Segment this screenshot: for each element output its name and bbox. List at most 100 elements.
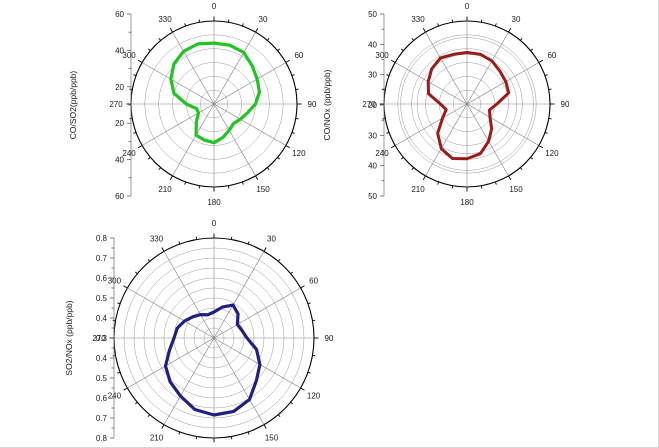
y-tick-label: 0.3: [96, 334, 108, 343]
y-tick-label: 20: [115, 83, 124, 92]
angle-tick-label: 30: [259, 15, 268, 24]
polar-plot-co-nox: 0 30 60 90 120 150 180 210 240 270 300 330 50 40 30 20 3…: [322, 2, 570, 207]
outer-tick: [255, 27, 259, 33]
grid-spoke: [213, 287, 301, 339]
y-tick-label: 0.8: [96, 234, 108, 243]
outer-tick: [290, 401, 294, 405]
outer-tick: [411, 167, 414, 171]
angle-tick-label: 150: [265, 434, 279, 443]
outer-tick: [291, 74, 295, 77]
angle-tick-label: 60: [547, 51, 556, 60]
outer-tick: [161, 424, 165, 429]
outer-tick: [133, 131, 137, 134]
grid-spoke: [213, 31, 256, 105]
outer-tick: [137, 145, 143, 149]
series-line-so2-nox: [163, 303, 262, 417]
y-axis-title: CO/NOx (ppb/ppb): [322, 69, 332, 140]
outer-tick: [544, 131, 548, 134]
y-tick-label: 0.4: [96, 354, 108, 363]
angle-tick-label: 180: [460, 198, 474, 207]
outer-tick: [134, 401, 138, 405]
angle-tick-label: 0: [212, 2, 217, 11]
y-tick-label: 0.4: [96, 314, 108, 323]
angle-tick-label: 330: [158, 15, 172, 24]
outer-tick: [508, 175, 512, 181]
outer-tick: [147, 414, 151, 418]
outer-tick: [538, 59, 544, 63]
angle-tick-label: 180: [207, 198, 221, 207]
series-line-co-so2: [169, 41, 262, 145]
angle-tick-label: 270: [109, 100, 123, 109]
angle-tick-label: 300: [122, 51, 136, 60]
outer-tick: [169, 175, 173, 181]
angle-tick-label: 120: [292, 149, 306, 158]
y-tick-label: 40: [115, 156, 124, 165]
outer-tick: [285, 145, 291, 149]
outer-tick: [386, 74, 390, 77]
angle-tick-label: 30: [267, 234, 276, 243]
outer-tick: [400, 48, 404, 51]
angle-tick-label: 210: [158, 185, 172, 194]
y-axis-title: SO2/NOx (ppb/ppb): [64, 300, 74, 375]
angle-tick-label: 90: [308, 100, 317, 109]
grid-spoke: [141, 103, 215, 146]
outer-tick: [158, 167, 161, 171]
grid-spoke: [172, 31, 215, 105]
angle-tick-label: 210: [411, 185, 425, 194]
y-tick-label: 0.7: [96, 254, 108, 263]
grid-spoke: [466, 62, 540, 105]
outer-tick: [184, 181, 187, 185]
outer-tick: [544, 74, 548, 77]
outer-tick: [530, 48, 534, 51]
grid-spoke: [425, 31, 468, 105]
grid-spoke: [425, 103, 468, 177]
angle-tick-label: 150: [509, 185, 523, 194]
y-tick-label: 0.6: [96, 274, 108, 283]
grid-spoke: [213, 337, 265, 425]
outer-tick: [255, 175, 259, 181]
angle-tick-label: 60: [294, 51, 303, 60]
outer-tick: [300, 285, 305, 289]
outer-tick: [147, 48, 151, 51]
outer-tick: [530, 157, 534, 160]
outer-tick: [134, 271, 138, 275]
outer-tick: [241, 181, 244, 185]
angle-tick-label: 0: [465, 2, 470, 11]
angle-tick-label: 240: [108, 392, 122, 401]
outer-tick: [117, 371, 121, 374]
y-tick-label: 50: [368, 192, 377, 201]
outer-tick: [178, 431, 181, 435]
outer-tick: [422, 175, 426, 181]
outer-tick: [494, 23, 497, 27]
outer-tick: [538, 145, 544, 149]
grid-spoke: [394, 62, 468, 105]
outer-tick: [277, 48, 281, 51]
grid-spoke: [213, 337, 301, 389]
angle-tick-label: 300: [375, 51, 389, 60]
outer-tick: [241, 23, 244, 27]
outer-tick: [184, 23, 187, 27]
outer-tick: [123, 387, 128, 391]
y-tick-label: 40: [368, 162, 377, 171]
outer-tick: [133, 74, 137, 77]
outer-tick: [386, 131, 390, 134]
outer-tick: [508, 27, 512, 33]
outer-tick: [300, 387, 305, 391]
grid-spoke: [466, 31, 509, 105]
outer-tick: [520, 37, 523, 41]
angle-tick-label: 120: [545, 149, 559, 158]
outer-tick: [307, 302, 311, 305]
angle-tick-label: 330: [150, 234, 164, 243]
outer-tick: [390, 145, 396, 149]
outer-tick: [263, 424, 267, 429]
outer-tick: [277, 414, 281, 418]
outer-tick: [158, 37, 161, 41]
y-tick-label: 40: [368, 40, 377, 49]
outer-tick: [137, 59, 143, 63]
y-tick-label: 20: [115, 119, 124, 128]
outer-tick: [411, 37, 414, 41]
grid-spoke: [213, 103, 256, 177]
y-tick-label: 0.8: [96, 434, 108, 443]
grid-spoke: [213, 103, 287, 146]
outer-tick: [123, 285, 128, 289]
